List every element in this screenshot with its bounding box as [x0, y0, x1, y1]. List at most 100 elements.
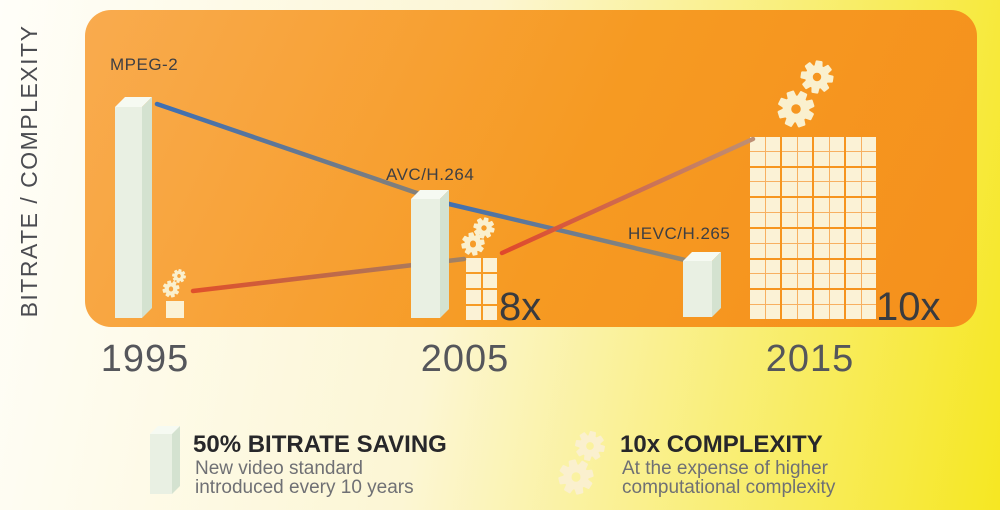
- complexity-grid-block: [750, 167, 780, 197]
- complexity-grid-block: [782, 228, 812, 258]
- complexity-grid-cell: [846, 213, 861, 227]
- complexity-grid-1995: [166, 301, 184, 318]
- year-label-2015: 2015: [765, 338, 855, 380]
- complexity-grid-2015: [750, 137, 876, 319]
- legend-complexity-title: 10x COMPLEXITY: [620, 431, 823, 458]
- complexity-grid-cell: [814, 259, 829, 274]
- complexity-grid-cell: [797, 259, 812, 274]
- complexity-grid-cell: [797, 290, 812, 305]
- complexity-grid-block: [846, 228, 876, 258]
- complexity-grid-block: [750, 198, 780, 227]
- complexity-grid-block: [814, 259, 844, 289]
- complexity-grid-cell: [861, 151, 876, 166]
- complexity-grid-cell: [846, 243, 861, 258]
- legend-bitrate-line2: introduced every 10 years: [195, 477, 414, 498]
- complexity-grid-cell: [750, 274, 765, 289]
- complexity-grid-cell: [861, 243, 876, 258]
- complexity-grid-cell: [765, 259, 780, 274]
- complexity-grid-block: [782, 167, 812, 197]
- standard-label-hevc: HEVC/H.265: [628, 224, 731, 243]
- complexity-grid-cell: [829, 137, 844, 151]
- complexity-grid-cell: [846, 290, 861, 305]
- complexity-grid-cell: [829, 198, 844, 213]
- complexity-grid-cell: [765, 182, 780, 197]
- complexity-grid-cell: [765, 137, 780, 151]
- complexity-grid-cell: [829, 228, 844, 243]
- complexity-grid-cell: [750, 243, 765, 258]
- legend-bitrate-line1: New video standard: [195, 458, 363, 479]
- complexity-grid-cell: [814, 198, 829, 213]
- complexity-grid-block: [782, 290, 812, 319]
- complexity-grid-cell: [466, 258, 481, 272]
- y-axis-label: BITRATE / COMPLEXITY: [16, 24, 42, 318]
- complexity-grid-block: [750, 259, 780, 289]
- complexity-grid-cell: [782, 290, 797, 305]
- complexity-grid-cell: [829, 259, 844, 274]
- complexity-grid-cell: [846, 259, 861, 274]
- complexity-grid-cell: [482, 306, 497, 320]
- complexity-grid-cell: [797, 243, 812, 258]
- complexity-grid-cell: [765, 151, 780, 166]
- complexity-grid-cell: [829, 167, 844, 182]
- complexity-grid-cell: [846, 228, 861, 243]
- complexity-grid-cell: [861, 167, 876, 182]
- complexity-grid-cell: [765, 228, 780, 243]
- year-label-2005: 2005: [420, 338, 510, 380]
- complexity-grid-cell: [466, 290, 481, 304]
- complexity-grid-cell: [782, 259, 797, 274]
- complexity-grid-cell: [482, 274, 497, 288]
- complexity-multiplier-2005: 8x: [499, 285, 542, 329]
- complexity-grid-cell: [750, 182, 765, 197]
- complexity-grid-cell: [750, 290, 765, 305]
- complexity-grid-cell: [750, 305, 765, 319]
- complexity-grid-cell: [482, 290, 497, 304]
- complexity-grid-block: [814, 167, 844, 197]
- complexity-grid-cell: [829, 213, 844, 227]
- complexity-grid-cell: [846, 198, 861, 213]
- complexity-grid-cell: [861, 305, 876, 319]
- complexity-grid-cell: [750, 228, 765, 243]
- year-label-1995: 1995: [100, 338, 190, 380]
- complexity-grid-block: [782, 198, 812, 227]
- complexity-grid-cell: [861, 274, 876, 289]
- complexity-grid-cell: [846, 274, 861, 289]
- complexity-grid-cell: [846, 137, 861, 151]
- complexity-grid-cell: [782, 198, 797, 213]
- complexity-grid-cell: [861, 259, 876, 274]
- complexity-grid-cell: [797, 274, 812, 289]
- complexity-grid-cell: [466, 274, 481, 288]
- complexity-grid-2005: [466, 258, 497, 320]
- complexity-grid-block: [750, 228, 780, 258]
- complexity-grid-cell: [846, 305, 861, 319]
- complexity-grid-cell: [750, 137, 765, 151]
- complexity-grid-cell: [797, 167, 812, 182]
- legend-complexity-line1: At the expense of higher: [622, 458, 828, 479]
- complexity-grid-cell: [814, 228, 829, 243]
- complexity-grid-cell: [765, 167, 780, 182]
- complexity-grid-cell: [782, 167, 797, 182]
- complexity-grid-cell: [814, 213, 829, 227]
- complexity-grid-cell: [829, 274, 844, 289]
- complexity-grid-cell: [765, 274, 780, 289]
- complexity-grid-cell: [782, 151, 797, 166]
- complexity-grid-block: [782, 137, 812, 166]
- complexity-grid-cell: [797, 182, 812, 197]
- complexity-multiplier-2015: 10x: [876, 285, 941, 329]
- complexity-grid-cell: [750, 213, 765, 227]
- complexity-grid-cell: [782, 182, 797, 197]
- complexity-grid-cell: [765, 290, 780, 305]
- complexity-grid-cell: [829, 305, 844, 319]
- complexity-grid-block: [750, 137, 780, 166]
- legend-complexity-line2: computational complexity: [622, 477, 836, 498]
- complexity-grid-cell: [782, 228, 797, 243]
- complexity-grid-block: [846, 137, 876, 166]
- complexity-grid-cell: [797, 198, 812, 213]
- complexity-grid-cell: [861, 198, 876, 213]
- legend-bitrate-title: 50% BITRATE SAVING: [193, 431, 447, 458]
- complexity-grid-cell: [782, 274, 797, 289]
- complexity-grid-cell: [861, 228, 876, 243]
- standard-label-mpeg2: MPEG-2: [110, 55, 179, 74]
- complexity-grid-cell: [814, 182, 829, 197]
- complexity-grid-block: [846, 290, 876, 319]
